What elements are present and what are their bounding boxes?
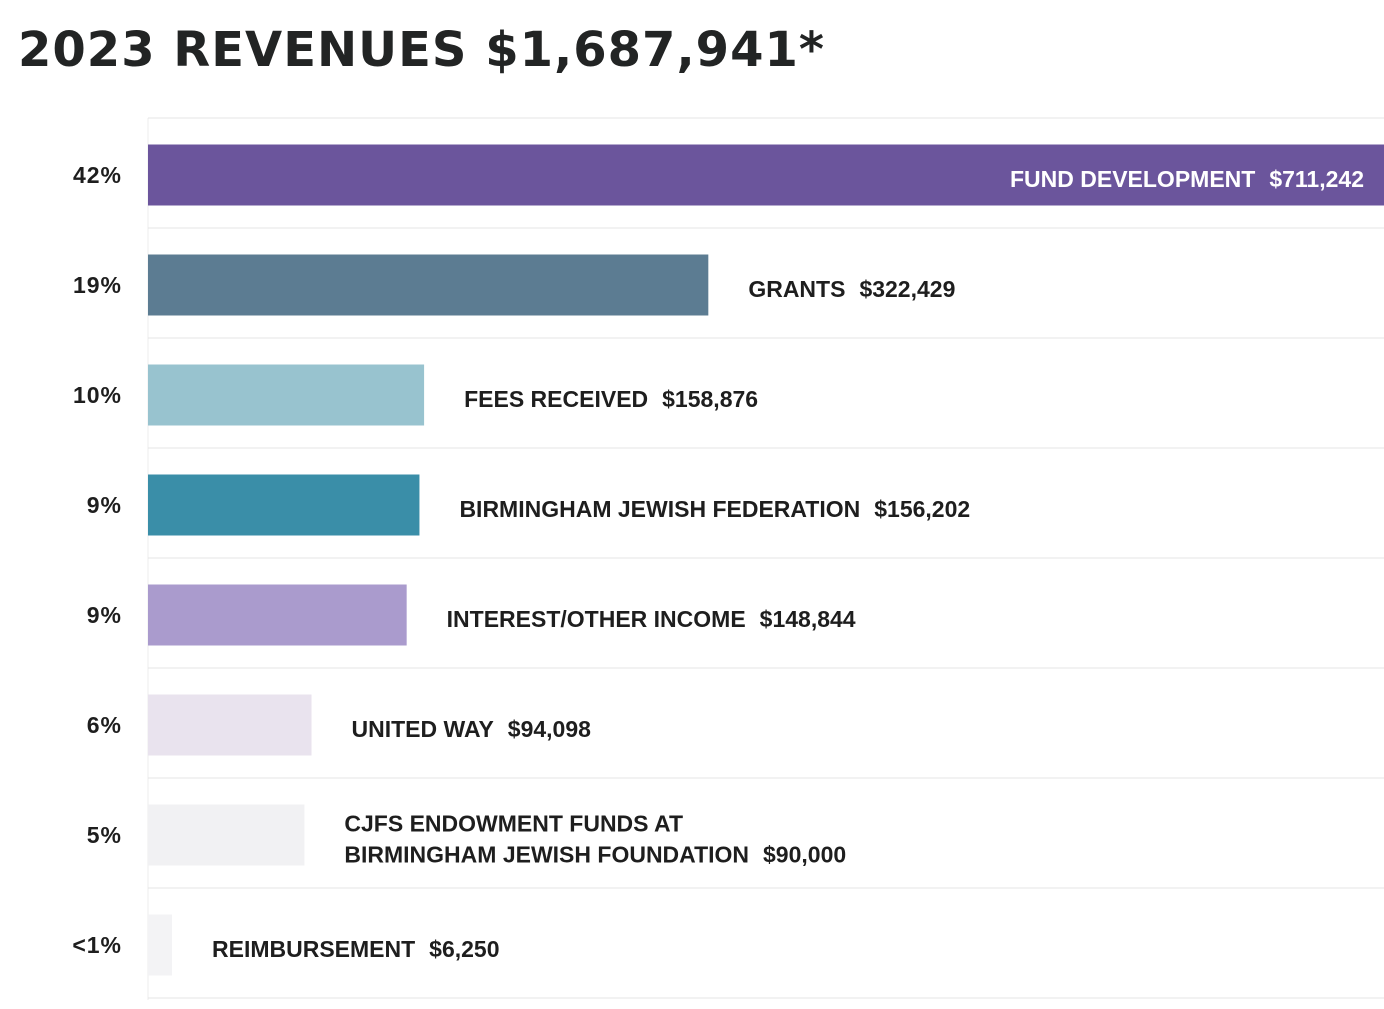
bar-label: CJFS ENDOWMENT FUNDS AT BIRMINGHAM JEWISH… — [344, 811, 846, 868]
bar-label: REIMBURSEMENT $6,250 — [212, 936, 500, 962]
percent-label: 10% — [73, 382, 122, 408]
bar-4 — [148, 584, 407, 646]
bar-label: BIRMINGHAM JEWISH FEDERATION $156,202 — [459, 496, 970, 522]
bar-7 — [148, 914, 172, 976]
percent-label: 19% — [73, 272, 122, 298]
percent-label: 42% — [73, 162, 122, 188]
bar-5 — [148, 694, 312, 756]
bar-6 — [148, 804, 305, 866]
bar-label: FEES RECEIVED $158,876 — [464, 386, 758, 412]
bar-2 — [148, 364, 425, 426]
chart-title: 2023 REVENUES $1,687,941* — [18, 22, 825, 78]
bar-label: GRANTS $322,429 — [748, 276, 955, 302]
bar-3 — [148, 474, 420, 536]
bar-label: INTEREST/OTHER INCOME $148,844 — [447, 606, 856, 632]
bar-1 — [148, 254, 709, 316]
percent-label: 9% — [87, 492, 122, 518]
percent-label: 9% — [87, 602, 122, 628]
percent-label: 5% — [87, 822, 122, 848]
bar-label: FUND DEVELOPMENT $711,242 — [1010, 166, 1364, 192]
percent-label: 6% — [87, 712, 122, 738]
percent-label: <1% — [72, 932, 122, 958]
bar-label: UNITED WAY $94,098 — [352, 716, 592, 742]
bar-0 — [148, 144, 1384, 206]
